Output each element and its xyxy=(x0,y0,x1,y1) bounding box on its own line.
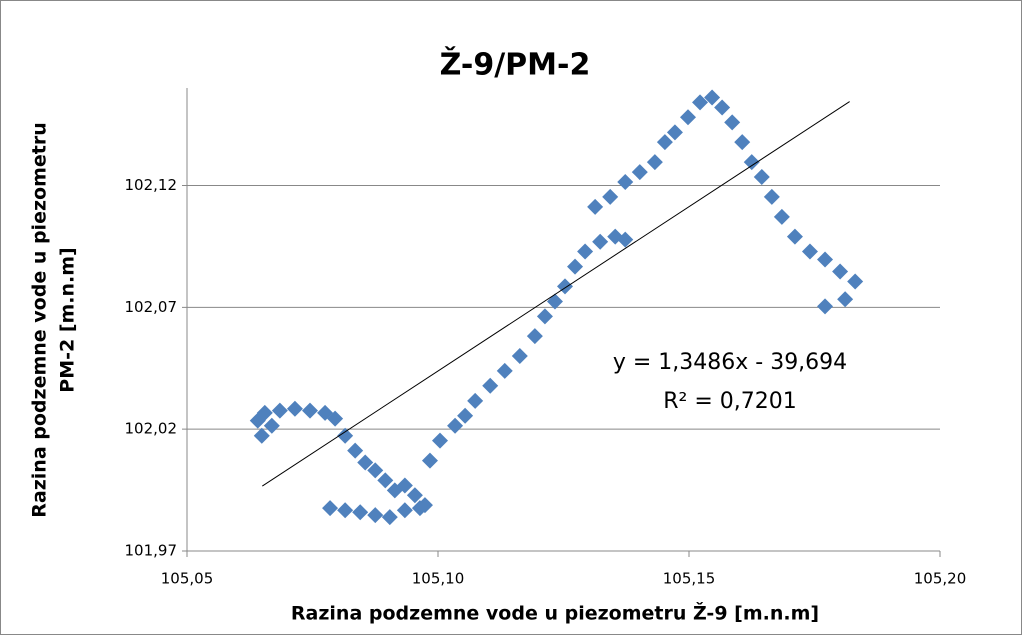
point xyxy=(786,228,803,245)
point xyxy=(253,427,270,444)
point xyxy=(357,454,374,471)
point xyxy=(631,164,648,181)
point xyxy=(714,99,731,116)
x-tick-label: 105,05 xyxy=(161,570,214,588)
point xyxy=(656,134,673,151)
y-tick-label: 102,07 xyxy=(125,298,178,316)
point xyxy=(367,462,384,479)
point xyxy=(692,94,709,111)
point xyxy=(679,109,696,126)
point xyxy=(421,452,438,469)
point xyxy=(592,233,609,250)
point xyxy=(587,198,604,215)
point xyxy=(734,134,751,151)
trendline xyxy=(262,101,850,487)
y-axis-label-line: Razina podzemne vode u piezometru xyxy=(29,122,51,517)
point xyxy=(753,168,770,185)
point xyxy=(352,504,369,521)
point xyxy=(406,487,423,504)
y-tick-label: 101,97 xyxy=(125,542,178,560)
point xyxy=(396,477,413,494)
point xyxy=(724,114,741,131)
chart-title: Ž-9/PM-2 xyxy=(440,47,591,83)
point xyxy=(271,402,288,419)
point xyxy=(511,348,528,365)
point xyxy=(536,308,553,325)
point xyxy=(263,417,280,434)
point xyxy=(704,89,721,106)
y-tick-label: 102,02 xyxy=(125,420,178,438)
point xyxy=(367,507,384,524)
point xyxy=(337,502,354,519)
point xyxy=(646,154,663,171)
y-axis-label-line: PM-2 [m.n.m] xyxy=(57,247,79,392)
point xyxy=(666,124,683,141)
point xyxy=(617,231,634,248)
point xyxy=(496,362,513,379)
point xyxy=(322,500,339,517)
point xyxy=(377,472,394,489)
x-axis-label: Razina podzemne vode u piezometru Ž-9 [m… xyxy=(291,602,819,625)
point xyxy=(763,188,780,205)
point xyxy=(577,243,594,260)
point xyxy=(773,208,790,225)
point xyxy=(396,502,413,519)
point xyxy=(602,188,619,205)
equation: y = 1,3486x - 39,694 xyxy=(613,350,847,375)
point xyxy=(432,432,449,449)
point xyxy=(411,500,428,517)
y-axis-label: Razina podzemne vode u piezometru PM-2 [… xyxy=(29,122,79,517)
point xyxy=(801,243,818,260)
x-tick-label: 105,10 xyxy=(412,570,465,588)
point xyxy=(347,442,364,459)
point xyxy=(286,400,303,417)
point xyxy=(832,263,849,280)
point xyxy=(617,174,634,191)
point xyxy=(381,509,398,526)
x-tick-label: 105,15 xyxy=(663,570,716,588)
r-squared: R² = 0,7201 xyxy=(663,389,797,414)
point xyxy=(743,154,760,171)
point xyxy=(482,377,499,394)
point xyxy=(337,427,354,444)
point xyxy=(567,258,584,275)
x-tick-label: 105,20 xyxy=(914,570,967,588)
point xyxy=(847,273,864,290)
point xyxy=(817,251,834,268)
point xyxy=(526,328,543,345)
point xyxy=(327,410,344,427)
point xyxy=(457,407,474,424)
point xyxy=(301,402,318,419)
point xyxy=(256,404,273,421)
point xyxy=(817,298,834,315)
point xyxy=(447,417,464,434)
point xyxy=(467,392,484,409)
point xyxy=(837,291,854,308)
y-tick-label: 102,12 xyxy=(125,176,178,194)
